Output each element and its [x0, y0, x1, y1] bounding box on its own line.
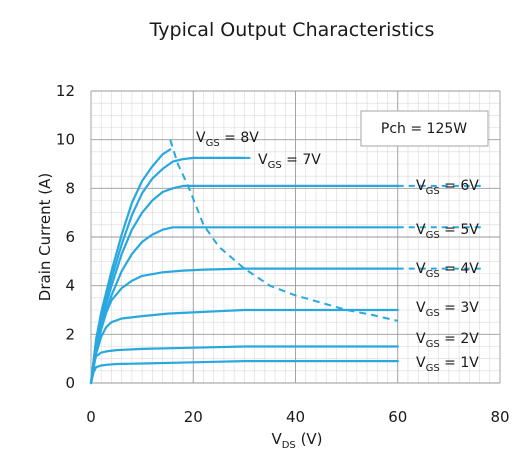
series-label-4V: VGS = 4V: [416, 261, 479, 280]
series-labels: VGS = 8V VGS = 7V VGS = 6V VGS = 5V VGS = 4V…: [196, 130, 479, 374]
series-label-5V: VGS = 5V: [416, 222, 479, 241]
pch-annotation-text: Pch = 125W: [381, 121, 467, 137]
y-tick-label: 4: [65, 277, 75, 295]
series-lines: [89, 139, 483, 385]
x-tick-label: 60: [388, 408, 407, 426]
series-line-1V: [89, 360, 399, 385]
chart-title: Typical Output Characteristics: [149, 19, 435, 41]
y-tick-label: 0: [65, 374, 75, 392]
y-tick-label: 12: [56, 82, 75, 100]
series-label-6V: VGS = 6V: [416, 178, 479, 197]
x-tick-label: 0: [86, 408, 96, 426]
series-label-2V: VGS = 2V: [416, 331, 479, 350]
series-line-6V: [89, 184, 399, 385]
series-label-3V: VGS = 3V: [416, 300, 479, 319]
series-line-2V: [89, 345, 399, 385]
y-tick-label: 10: [56, 131, 75, 149]
x-tick-label: 40: [286, 408, 305, 426]
series-line-4V: [89, 267, 399, 385]
axes: 0 20 40 60 80 0 2 4 6 8 10 12 VDS (V) Drain Current (…: [36, 82, 510, 451]
y-tick-label: 2: [65, 325, 75, 343]
x-tick-label: 20: [184, 408, 203, 426]
power-limit-curve: [169, 139, 399, 322]
series-label-7V: VGS = 7V: [258, 152, 321, 171]
series-line-3V: [89, 308, 399, 385]
y-axis-label: Drain Current (A): [36, 173, 54, 301]
series-line-7V: [89, 156, 246, 385]
y-tick-label: 6: [65, 228, 75, 246]
grid: Pch = 125W: [90, 90, 501, 384]
x-tick-label: 80: [490, 408, 509, 426]
pch-annotation-box: [360, 110, 489, 147]
x-axis-label: VDS (V): [271, 430, 322, 451]
y-tick-label: 8: [65, 179, 75, 197]
series-label-1V: VGS = 1V: [416, 355, 479, 374]
series-label-8V: VGS = 8V: [196, 130, 259, 149]
